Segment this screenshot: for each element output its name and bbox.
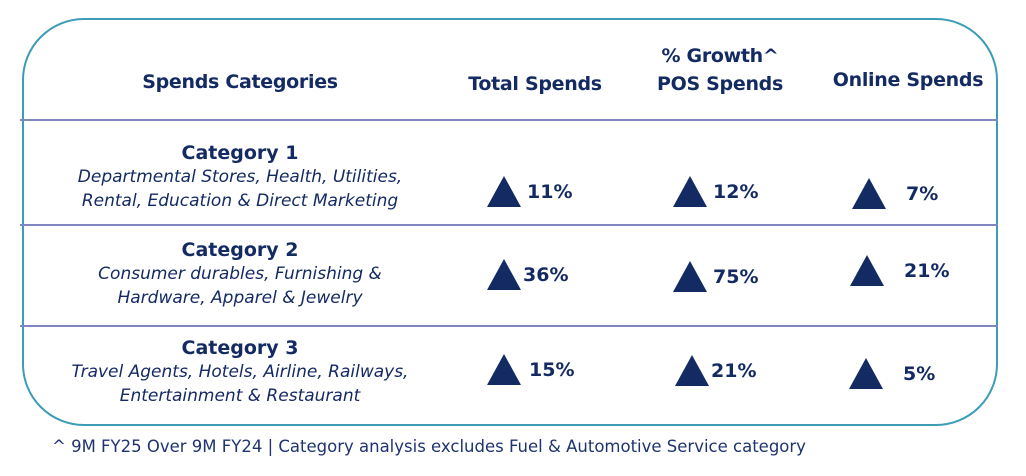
value: 21% [904, 259, 950, 282]
value: 75% [713, 265, 759, 288]
value: 7% [906, 182, 939, 205]
value: 21% [711, 359, 757, 382]
header-total-spends: Total Spends [468, 73, 602, 95]
value: 36% [523, 263, 569, 286]
divider [20, 325, 998, 327]
up-triangle-icon [673, 176, 707, 207]
online-spends-cell: 7% [852, 178, 938, 209]
value: 15% [529, 358, 575, 381]
pos-spends-cell: 12% [673, 176, 758, 207]
category-desc-line2: Rental, Education & Direct Marketing [81, 191, 399, 211]
category-desc-line1: Travel Agents, Hotels, Airline, Railways… [71, 362, 409, 382]
up-triangle-icon [675, 355, 709, 386]
total-spends-cell: 15% [487, 354, 574, 385]
header-spends-categories: Spends Categories [142, 71, 338, 93]
header-growth: % Growth^ [661, 45, 779, 67]
value: 5% [903, 362, 936, 385]
header-pos-spends: POS Spends [657, 73, 783, 95]
online-spends-cell: 5% [849, 358, 935, 389]
up-triangle-icon [849, 358, 883, 389]
table-row-category-1: Category 1 Departmental Stores, Health, … [30, 141, 450, 213]
table-frame [22, 18, 998, 426]
divider [20, 119, 998, 121]
online-spends-cell: 21% [850, 255, 949, 286]
category-title: Category 3 [181, 337, 299, 359]
category-title: Category 1 [181, 142, 299, 164]
up-triangle-icon [673, 261, 707, 292]
header-online-spends: Online Spends [832, 69, 984, 91]
category-desc-line1: Consumer durables, Furnishing & [98, 264, 382, 284]
pos-spends-cell: 75% [673, 261, 758, 292]
category-desc-line2: Entertainment & Restaurant [119, 386, 361, 406]
up-triangle-icon [850, 255, 884, 286]
up-triangle-icon [487, 259, 521, 290]
up-triangle-icon [487, 354, 521, 385]
category-title: Category 2 [181, 239, 299, 261]
table-row-category-2: Category 2 Consumer durables, Furnishing… [30, 238, 450, 310]
up-triangle-icon [487, 176, 521, 207]
total-spends-cell: 36% [487, 259, 568, 290]
value: 11% [527, 180, 573, 203]
pos-spends-cell: 21% [675, 355, 756, 386]
category-desc-line1: Departmental Stores, Health, Utilities, [77, 167, 403, 187]
divider [20, 224, 998, 226]
total-spends-cell: 11% [487, 176, 572, 207]
footnote: ^ 9M FY25 Over 9M FY24 | Category analys… [52, 437, 806, 456]
table-row-category-3: Category 3 Travel Agents, Hotels, Airlin… [30, 336, 450, 408]
up-triangle-icon [852, 178, 886, 209]
category-desc-line2: Hardware, Apparel & Jewelry [117, 288, 363, 308]
value: 12% [713, 180, 759, 203]
